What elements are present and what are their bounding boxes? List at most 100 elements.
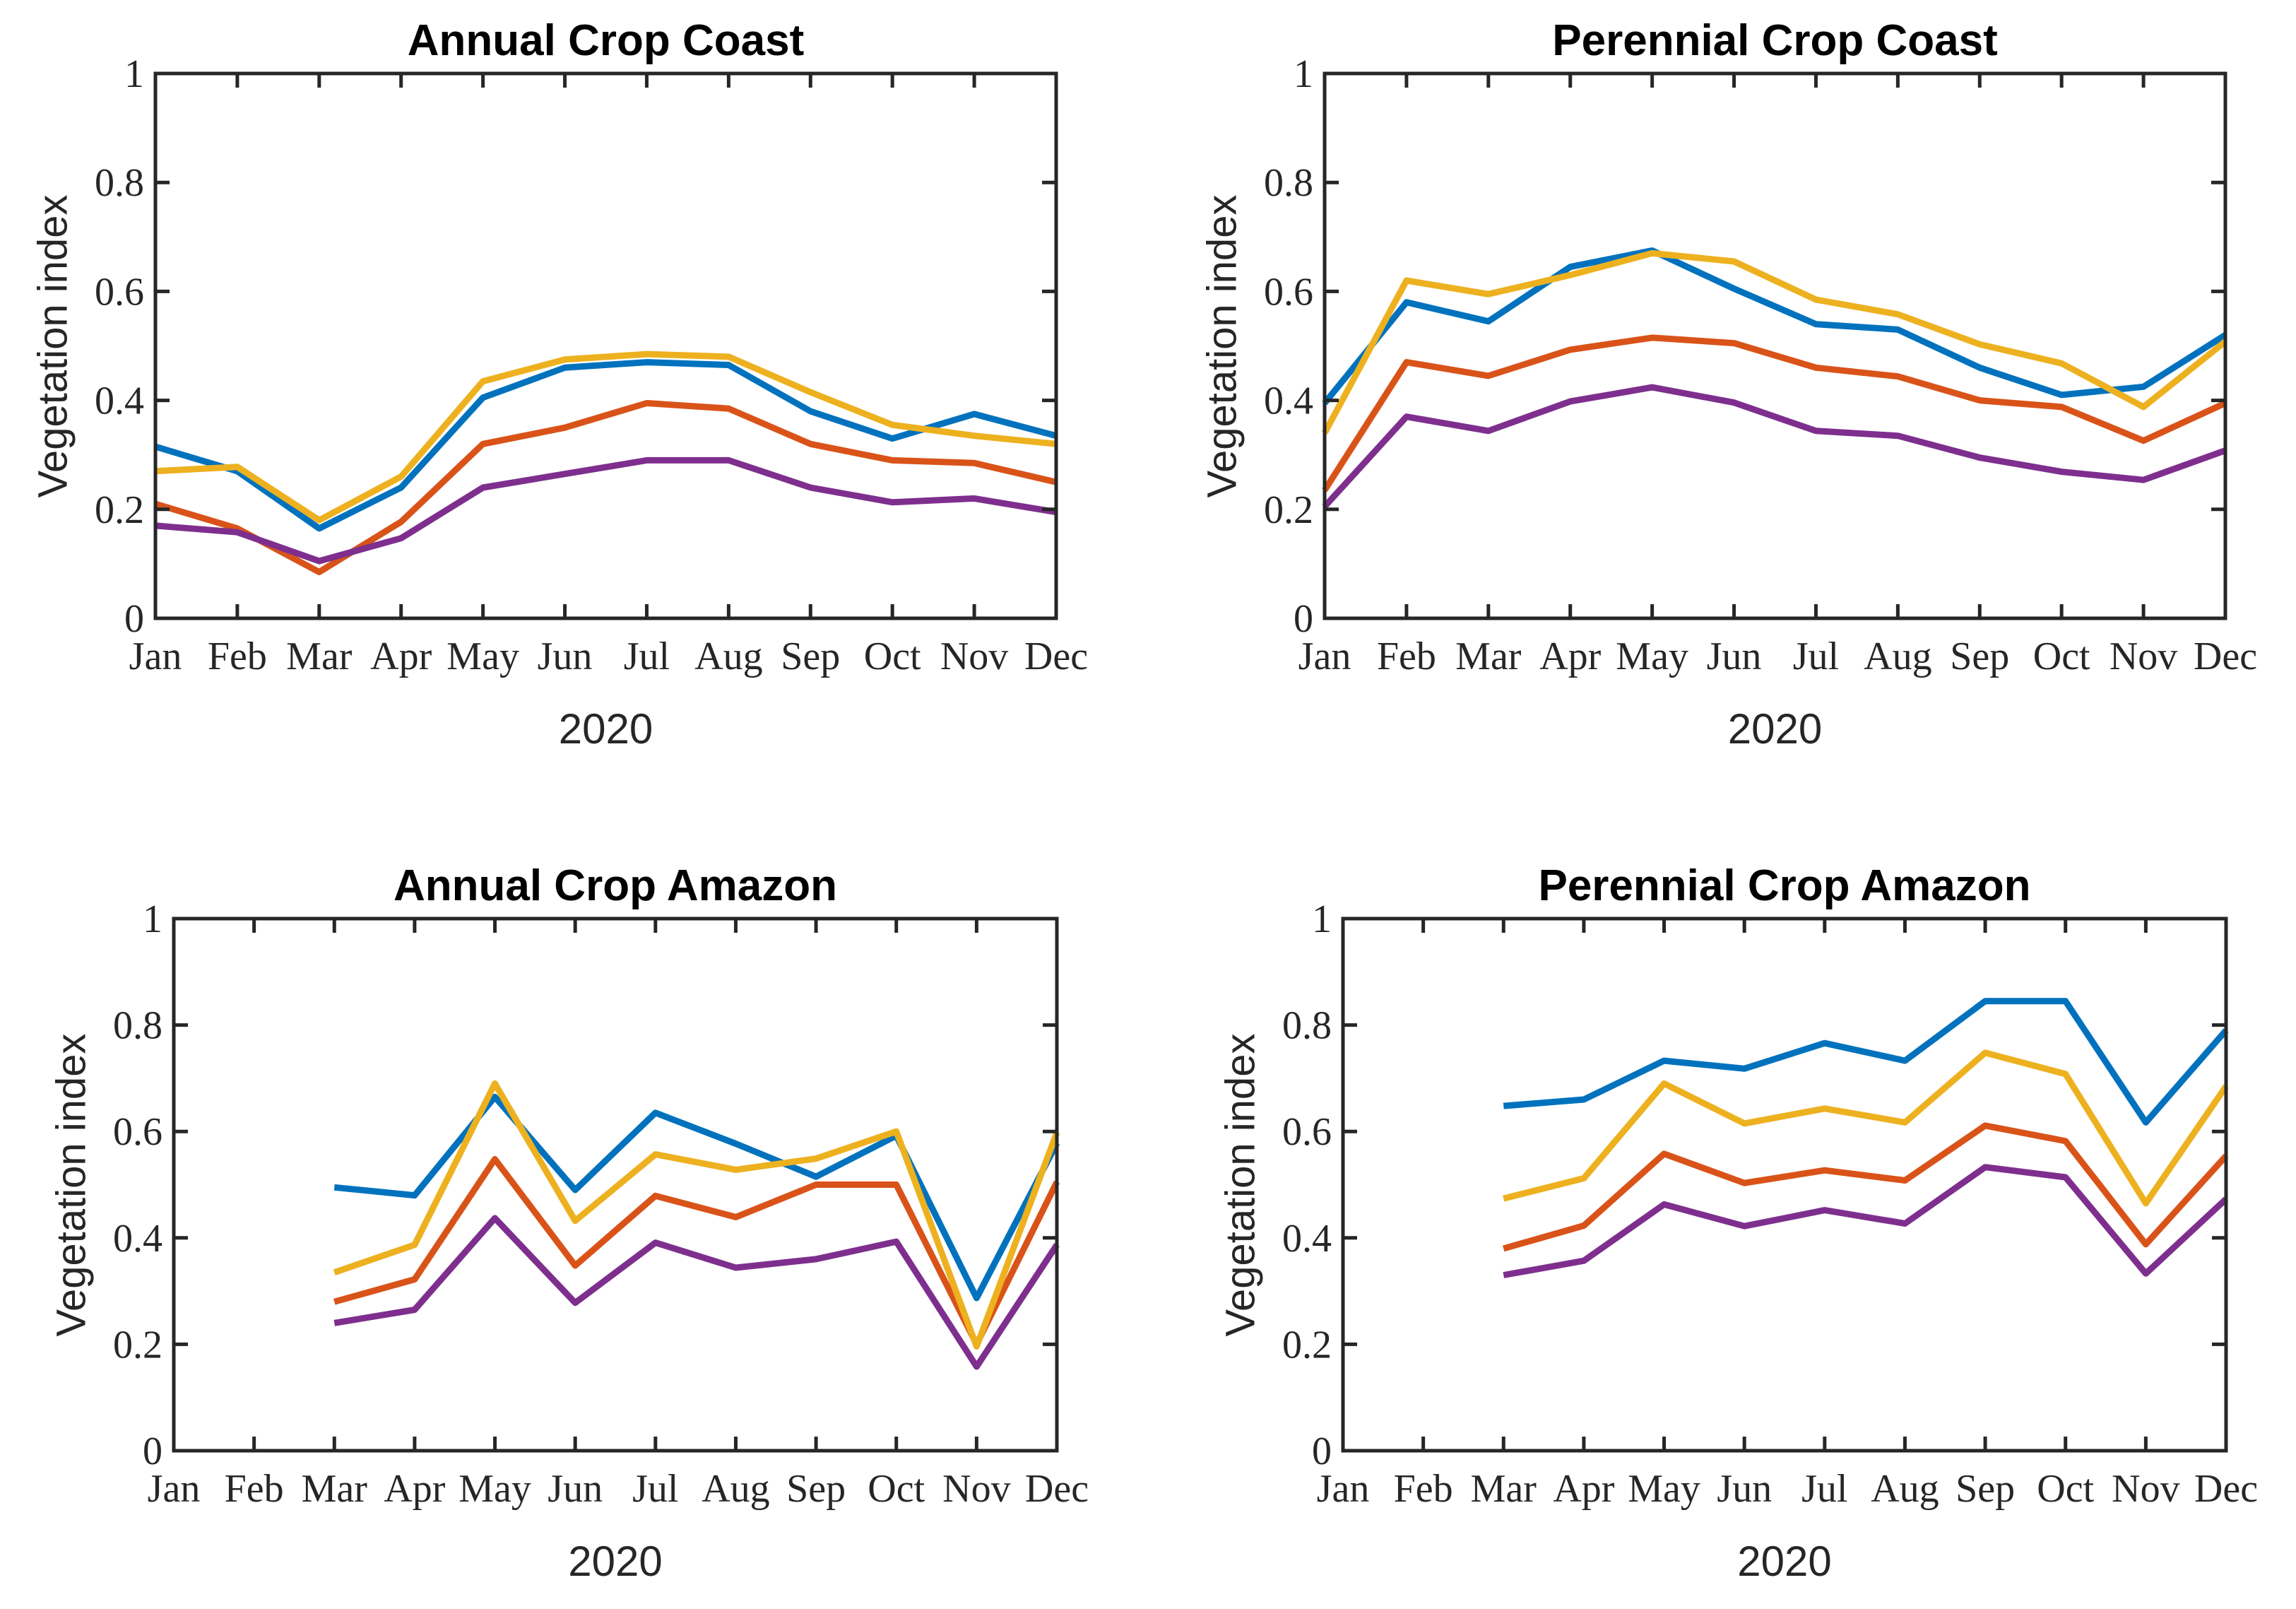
y-tick-label: 0 <box>1312 1430 1332 1473</box>
y-tick-label: 1 <box>143 897 162 941</box>
x-tick-label: Sep <box>781 635 840 678</box>
axes-box <box>172 917 1059 1453</box>
y-tick-label: 0.4 <box>1282 1217 1332 1261</box>
x-tick-label: Aug <box>694 635 762 678</box>
y-tick-label: 0.6 <box>113 1110 162 1154</box>
line-purple <box>155 456 1057 565</box>
x-tick-label: Feb <box>225 1467 284 1511</box>
x-tick-label: Sep <box>1955 1467 2015 1511</box>
tick-marks <box>1322 71 2227 620</box>
x-tick-label: Jan <box>1298 635 1351 678</box>
x-tick-label: Dec <box>2194 635 2257 678</box>
tick-marks <box>172 917 1059 1453</box>
series-lines <box>154 350 1058 575</box>
subplot-perennial-crop-coast: Perennial Crop Coast Vegetation index Ja… <box>1148 0 2296 805</box>
x-tick-label: May <box>458 1467 531 1511</box>
y-tick-label: 1 <box>1312 897 1332 941</box>
x-tick-label: Jan <box>129 635 182 678</box>
line-blue <box>1503 998 2229 1126</box>
x-tick-label: Apr <box>1553 1467 1614 1511</box>
y-tick-label: 0 <box>124 597 144 641</box>
x-tick-label: Apr <box>370 635 432 678</box>
chart-title-perennial-crop-amazon: Perennial Crop Amazon <box>1538 861 2031 910</box>
y-tick-label: 0 <box>1294 597 1313 641</box>
x-tick-label: Nov <box>940 635 1008 678</box>
x-tick-label: Jul <box>632 1467 678 1511</box>
tick-labels: Jan Feb Mar Apr May Jun Jul Aug Sep Oct Nov Dec 0 0.2… <box>1282 897 2258 1511</box>
line-orange <box>1503 1122 2229 1252</box>
axes-box <box>1341 917 2228 1453</box>
x-tick-label: Jun <box>548 1467 603 1511</box>
tick-labels: Jan Feb Mar Apr May Jun Jul Aug Sep Oct Nov Dec 0 0.2… <box>113 897 1089 1511</box>
chart-title-annual-crop-coast: Annual Crop Coast <box>407 16 805 65</box>
y-tick-label: 0.6 <box>1282 1110 1332 1154</box>
y-tick-label: 0.8 <box>113 1004 162 1048</box>
subplot-perennial-crop-amazon: Perennial Crop Amazon Vegetation index J… <box>1148 804 2296 1609</box>
x-tick-label: Aug <box>1864 635 1931 678</box>
line-orange <box>333 1155 1060 1348</box>
subplot-annual-crop-amazon: Annual Crop Amazon Vegetation index Jan F… <box>0 804 1148 1609</box>
tick-labels: Jan Feb Mar Apr May Jun Jul Aug Sep Oct Nov Dec 0 0.2… <box>1264 52 2257 678</box>
y-tick-label: 0.8 <box>1282 1004 1332 1048</box>
x-axis-label-year: 2020 <box>1727 705 1823 753</box>
x-tick-label: Jun <box>1707 635 1762 678</box>
x-tick-label: Mar <box>286 635 353 678</box>
plot-area-perennial-crop-coast: Jan Feb Mar Apr May Jun Jul Aug Sep Oct Nov Dec 0 0.2… <box>1264 52 2257 678</box>
x-tick-label: Jul <box>624 635 670 678</box>
x-tick-label: Dec <box>1025 1467 1089 1511</box>
x-tick-label: May <box>446 635 519 678</box>
x-tick-label: Aug <box>1871 1467 1939 1511</box>
x-tick-label: Oct <box>2037 1467 2094 1511</box>
line-yellow <box>1503 1049 2229 1207</box>
line-yellow <box>1322 249 2227 435</box>
axes-box <box>1322 71 2227 620</box>
line-purple <box>1322 384 2227 509</box>
x-tick-label: Jan <box>148 1467 201 1511</box>
x-tick-label: Nov <box>2112 1467 2179 1511</box>
x-axis-label-year: 2020 <box>1737 1538 1832 1585</box>
x-tick-label: Sep <box>1950 635 2009 678</box>
tick-marks <box>153 71 1058 620</box>
x-tick-label: May <box>1628 1467 1700 1511</box>
x-tick-label: Oct <box>868 1467 925 1511</box>
y-tick-label: 0.6 <box>1264 270 1313 314</box>
line-purple <box>1503 1164 2229 1278</box>
y-tick-label: 0.2 <box>95 488 144 532</box>
x-tick-label: Apr <box>1539 635 1601 678</box>
line-blue <box>1322 247 2227 406</box>
line-yellow <box>155 350 1057 524</box>
x-axis-label-year: 2020 <box>558 705 653 753</box>
y-tick-label: 0.4 <box>113 1217 162 1261</box>
y-tick-label: 0 <box>143 1430 162 1473</box>
x-tick-label: Mar <box>1455 635 1522 678</box>
x-tick-label: Jun <box>538 635 593 678</box>
plot-area-annual-crop-coast: Jan Feb Mar Apr May Jun Jul Aug Sep Oct Nov Dec 0 0.2… <box>95 52 1088 678</box>
x-tick-label: Apr <box>384 1467 445 1511</box>
y-tick-label: 0.4 <box>1264 379 1313 423</box>
x-tick-label: Nov <box>2109 635 2177 678</box>
y-tick-label: 0.8 <box>1264 161 1313 205</box>
x-tick-label: Feb <box>1394 1467 1453 1511</box>
line-blue <box>333 1093 1060 1302</box>
x-tick-label: Jun <box>1717 1467 1772 1511</box>
x-axis-label-year: 2020 <box>568 1538 663 1585</box>
x-tick-label: Jul <box>1801 1467 1847 1511</box>
x-tick-label: Oct <box>864 635 921 678</box>
x-tick-label: Feb <box>1377 635 1436 678</box>
series-lines <box>1322 247 2227 509</box>
tick-labels: Jan Feb Mar Apr May Jun Jul Aug Sep Oct Nov Dec 0 0.2… <box>95 52 1088 678</box>
y-tick-label: 1 <box>124 52 144 96</box>
x-tick-label: Mar <box>302 1467 368 1511</box>
chart-title-perennial-crop-coast: Perennial Crop Coast <box>1552 16 1998 65</box>
x-tick-label: May <box>1616 635 1688 678</box>
series-lines <box>1503 998 2229 1278</box>
line-purple <box>333 1215 1060 1370</box>
y-tick-label: 0.4 <box>95 379 144 423</box>
y-tick-label: 1 <box>1294 52 1313 96</box>
x-tick-label: Nov <box>942 1467 1010 1511</box>
x-tick-label: Oct <box>2033 635 2090 678</box>
plot-area-annual-crop-amazon: Jan Feb Mar Apr May Jun Jul Aug Sep Oct Nov Dec 0 0.2… <box>113 897 1089 1511</box>
plot-area-perennial-crop-amazon: Jan Feb Mar Apr May Jun Jul Aug Sep Oct Nov Dec 0 0.2… <box>1282 897 2258 1511</box>
x-tick-label: Dec <box>1024 635 1088 678</box>
